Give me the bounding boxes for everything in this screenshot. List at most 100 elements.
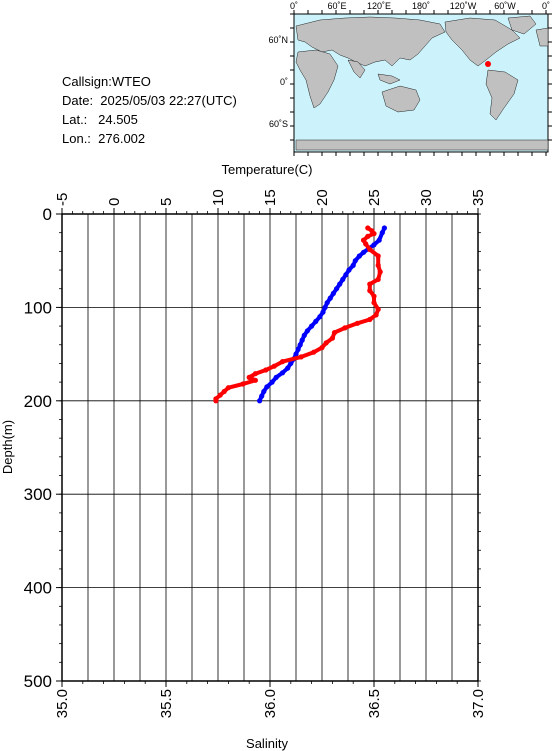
- land-south-america: [485, 69, 519, 121]
- temperature-data-point: [350, 262, 356, 268]
- temperature-data-point: [273, 374, 279, 380]
- temperature-data-point: [309, 323, 315, 329]
- salinity-data-point: [213, 398, 219, 404]
- salinity-data-point: [375, 306, 381, 312]
- temperature-axis: -5 0 5 10 15 20 25 30 35: [54, 189, 487, 214]
- map-lat-label: 0˚: [280, 77, 288, 87]
- temperature-tick-label: 15: [262, 189, 279, 206]
- salinity-data-point: [279, 359, 286, 365]
- temperature-data-point: [324, 300, 330, 306]
- salinity-data-point: [323, 340, 329, 346]
- temperature-data-point: [320, 309, 326, 315]
- temperature-data-point: [381, 225, 387, 231]
- salinity-data-point: [367, 281, 373, 287]
- temperature-data-point: [261, 388, 267, 395]
- salinity-data-point: [246, 374, 252, 380]
- land-india: [347, 59, 366, 79]
- map-lon-label: 60˚E: [327, 1, 346, 11]
- depth-tick-label: 100: [24, 298, 52, 317]
- salinity-tick-label: 36.5: [366, 689, 383, 718]
- temperature-data-point: [337, 281, 343, 287]
- temperature-data-point: [356, 253, 362, 259]
- temperature-data-point: [304, 328, 310, 334]
- temperature-tick-label: 20: [314, 189, 331, 206]
- temperature-tick-label: 35: [470, 189, 487, 206]
- salinity-data-point: [375, 276, 381, 282]
- salinity-axis-title: Salinity: [246, 736, 288, 751]
- salinity-axis: 35.0 35.5 36.0 36.5 37.0: [54, 681, 487, 718]
- temperature-data-point: [343, 272, 349, 278]
- salinity-data-point: [240, 381, 246, 387]
- salinity-data-point: [319, 345, 325, 351]
- temperature-data-point: [285, 365, 291, 371]
- salinity-data-point: [371, 300, 377, 306]
- chart-grid: [61, 213, 479, 682]
- salinity-data-point: [217, 392, 223, 398]
- salinity-data-point: [354, 320, 360, 326]
- salinity-profile-line: [213, 238, 383, 403]
- salinity-data-point: [221, 388, 227, 395]
- salinity-data-point: [311, 349, 317, 355]
- temperature-data-point: [327, 295, 333, 301]
- temperature-data-point: [346, 267, 352, 273]
- temperature-data-point: [259, 393, 265, 399]
- temperature-data-point: [257, 398, 263, 404]
- temperature-data-point: [295, 346, 301, 352]
- temperature-tick-label: 30: [418, 189, 435, 206]
- map-lon-label: 120˚E: [367, 1, 391, 11]
- temperature-data-point: [340, 276, 346, 282]
- salinity-data-point: [375, 253, 381, 259]
- date-label: Date: 2025/05/03 22:27(UTC): [62, 93, 237, 108]
- depth-axis-title: Depth(m): [0, 420, 15, 474]
- temperature-data-point: [361, 249, 367, 255]
- map-lon-label: 0˚: [290, 1, 298, 11]
- map-frame-ticks: [290, 10, 552, 156]
- salinity-data-point: [298, 354, 304, 360]
- depth-tick-label: 500: [24, 672, 52, 691]
- depth-tick-label: 200: [24, 392, 52, 411]
- map-lat-label: 60˚N: [268, 35, 288, 45]
- depth-axis: 0 100 200 300 400 500: [24, 205, 481, 691]
- salinity-data-point: [361, 237, 367, 243]
- salinity-data-point: [225, 385, 231, 391]
- temperature-data-point: [317, 314, 323, 320]
- salinity-tick-label: 37.0: [470, 689, 487, 718]
- salinity-tick-label: 35.0: [54, 689, 71, 718]
- station-info: Callsign:WTEO Date: 2025/05/03 22:27(UTC…: [62, 72, 237, 148]
- salinity-data-point: [367, 288, 373, 294]
- temperature-data-point: [379, 230, 385, 236]
- station-marker: [485, 61, 491, 67]
- temperature-tick-label: 25: [366, 189, 383, 206]
- temperature-data-point: [313, 318, 319, 324]
- map-lon-label: 0˚: [542, 1, 550, 11]
- salinity-data-point: [252, 371, 258, 377]
- temperature-data-point: [371, 242, 377, 248]
- temperature-data-point: [301, 332, 307, 338]
- temperature-data-point: [376, 237, 382, 243]
- temperature-data-point: [330, 290, 336, 296]
- temperature-data-point: [352, 258, 358, 264]
- world-map: 0˚ 60˚E 120˚E 180˚ 120˚W 60˚W 0˚ 60˚N 0˚…: [268, 1, 552, 156]
- temperature-tick-label: -5: [54, 193, 71, 206]
- salinity-data-point: [342, 325, 348, 331]
- series-layer: [213, 225, 387, 404]
- salinity-data-point: [377, 269, 383, 275]
- depth-tick-label: 400: [24, 579, 52, 598]
- depth-tick-label: 300: [24, 485, 52, 504]
- salinity-data-point: [371, 293, 377, 299]
- temperature-tick-label: 0: [106, 198, 123, 206]
- land-north-america: [444, 17, 521, 67]
- map-lon-label: 120˚W: [450, 1, 477, 11]
- latitude-label: Lat.: 24.505: [62, 112, 138, 127]
- land-greenland: [507, 15, 537, 35]
- temperature-data-point: [264, 384, 270, 390]
- map-lon-labels: 0˚ 60˚E 120˚E 180˚ 120˚W 60˚W 0˚: [290, 1, 550, 11]
- salinity-tick-label: 36.0: [262, 689, 279, 718]
- longitude-label: Lon.: 276.002: [62, 131, 146, 146]
- temperature-data-point: [297, 342, 303, 348]
- temperature-tick-label: 10: [210, 189, 227, 206]
- callsign-label: Callsign:WTEO: [62, 74, 151, 89]
- land-indonesia: [377, 73, 401, 85]
- temperature-data-point: [299, 337, 305, 343]
